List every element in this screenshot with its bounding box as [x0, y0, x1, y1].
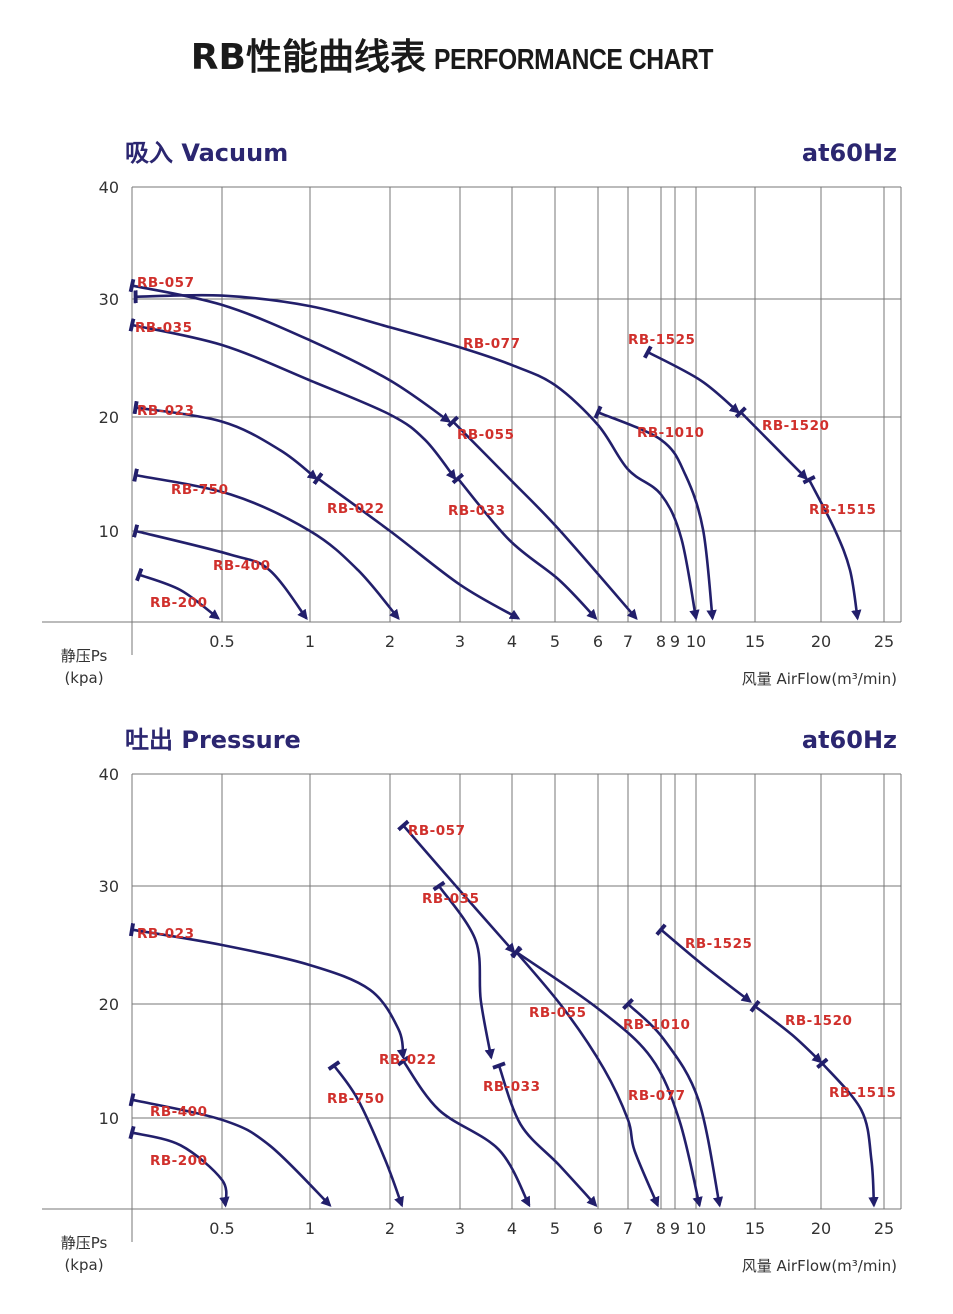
x-tick-label: 5 [550, 1219, 560, 1238]
series-label-rb-200: RB-200 [150, 595, 207, 611]
y-axis-unit: (kpa) [64, 669, 103, 687]
series-label-rb-057: RB-057 [137, 275, 194, 291]
series-label-rb-400: RB-400 [150, 1104, 207, 1120]
x-tick-label: 20 [811, 1219, 831, 1238]
series-label-rb-750: RB-750 [327, 1091, 384, 1107]
x-tick-label: 1 [305, 1219, 315, 1238]
y-axis-label: 静压Ps [61, 647, 108, 665]
chart-title: 吸入 Vacuum [125, 139, 288, 167]
x-tick-label: 20 [811, 632, 831, 651]
x-tick-label: 10 [686, 632, 706, 651]
x-tick-label: 15 [745, 1219, 765, 1238]
x-tick-label: 8 [656, 1219, 666, 1238]
curve-rb-022 [312, 472, 521, 620]
series-label-rb-1520: RB-1520 [762, 418, 829, 434]
series-label-rb-1525: RB-1525 [628, 332, 695, 348]
y-tick-label: 40 [99, 765, 119, 784]
series-label-rb-1520: RB-1520 [785, 1013, 852, 1029]
series-label-rb-400: RB-400 [213, 558, 270, 574]
x-axis-label: 风量 AirFlow(m³/min) [742, 1257, 897, 1275]
series-label-rb-1010: RB-1010 [623, 1017, 690, 1033]
curve-rb-1520 [734, 406, 808, 481]
curve-rb-1515 [802, 475, 862, 621]
series-label-rb-1010: RB-1010 [637, 425, 704, 441]
x-tick-label: 25 [874, 632, 894, 651]
chart-title: 吐出 Pressure [125, 726, 301, 754]
series-label-rb-055: RB-055 [457, 427, 514, 443]
curve-rb-057 [128, 278, 452, 423]
x-tick-label: 0.5 [209, 1219, 234, 1238]
x-tick-label: 2 [385, 1219, 395, 1238]
x-tick-label: 7 [623, 1219, 633, 1238]
series-label-rb-023: RB-023 [137, 926, 194, 942]
x-tick-label: 4 [507, 1219, 517, 1238]
x-tick-label: 5 [550, 632, 560, 651]
curve-rb-750 [327, 1060, 404, 1208]
series-label-rb-1515: RB-1515 [809, 502, 876, 518]
chart-vacuum: 吸入 Vacuum at60Hz 0.5 1 2 3 4 5 6 7 8 9 10 15 20 25 10 20 3… [42, 139, 902, 688]
series-label-rb-1525: RB-1525 [685, 936, 752, 952]
curve-rb-1525 [655, 923, 752, 1003]
y-tick-label: 30 [99, 290, 119, 309]
curve-rb-077 [510, 945, 703, 1208]
x-tick-label: 4 [507, 632, 517, 651]
x-tick-label: 6 [593, 1219, 603, 1238]
frequency-label: at60Hz [802, 139, 897, 167]
series-label-rb-022: RB-022 [327, 501, 384, 517]
x-tick-label: 8 [656, 632, 666, 651]
x-tick-label: 9 [670, 632, 680, 651]
y-tick-label: 30 [99, 877, 119, 896]
title-chinese: RB性能曲线表 [190, 37, 426, 78]
x-tick-label: 10 [686, 1219, 706, 1238]
frequency-label: at60Hz [802, 726, 897, 754]
x-tick-label: 2 [385, 632, 395, 651]
curve-rb-055 [447, 415, 638, 620]
x-tick-label: 1 [305, 632, 315, 651]
y-tick-label: 10 [99, 522, 119, 541]
x-axis-label: 风量 AirFlow(m³/min) [742, 670, 897, 688]
x-tick-label: 3 [455, 1219, 465, 1238]
series-label-rb-057: RB-057 [408, 823, 465, 839]
title-english: PERFORMANCE CHART [433, 44, 713, 76]
y-axis-label: 静压Ps [61, 1234, 108, 1252]
x-tick-label: 15 [745, 632, 765, 651]
series-label-rb-033: RB-033 [448, 503, 505, 519]
page-title: RB性能曲线表 PERFORMANCE CHART [0, 28, 953, 80]
x-tick-label: 9 [670, 1219, 680, 1238]
series-label-rb-750: RB-750 [171, 482, 228, 498]
x-tick-label: 7 [623, 632, 633, 651]
y-tick-label: 40 [99, 178, 119, 197]
x-tick-label: 3 [455, 632, 465, 651]
y-tick-label: 10 [99, 1109, 119, 1128]
curve-rb-400 [128, 1092, 332, 1207]
curve-rb-023 [128, 922, 408, 1060]
curve-rb-1010 [622, 997, 724, 1208]
curve-rb-1515 [816, 1057, 879, 1208]
curve-rb-1520 [749, 999, 823, 1064]
curve-rb-035 [128, 318, 457, 481]
series-label-rb-023: RB-023 [137, 403, 194, 419]
curve-rb-1525 [643, 345, 741, 414]
chart-pressure: 吐出 Pressure at60Hz 0.5 1 2 3 4 5 6 7 8 9 10 15 20 25 10 2… [42, 726, 902, 1275]
series-label-rb-033: RB-033 [483, 1079, 540, 1095]
curve-rb-035 [432, 880, 495, 1060]
curve-rb-1010 [593, 405, 717, 621]
x-tick-label: 6 [593, 632, 603, 651]
series-label-rb-200: RB-200 [150, 1153, 207, 1169]
series-label-rb-035: RB-035 [422, 891, 479, 907]
y-tick-label: 20 [99, 995, 119, 1014]
series-label-rb-022: RB-022 [379, 1052, 436, 1068]
series-label-rb-1515: RB-1515 [829, 1085, 896, 1101]
series-label-rb-077: RB-077 [628, 1088, 685, 1104]
curve-rb-057 [397, 819, 516, 954]
x-tick-label: 0.5 [209, 632, 234, 651]
y-axis-unit: (kpa) [64, 1256, 103, 1274]
series-label-rb-077: RB-077 [463, 336, 520, 352]
y-tick-label: 20 [99, 408, 119, 427]
series-label-rb-035: RB-035 [135, 320, 192, 336]
x-tick-label: 25 [874, 1219, 894, 1238]
series-label-rb-055: RB-055 [529, 1005, 586, 1021]
